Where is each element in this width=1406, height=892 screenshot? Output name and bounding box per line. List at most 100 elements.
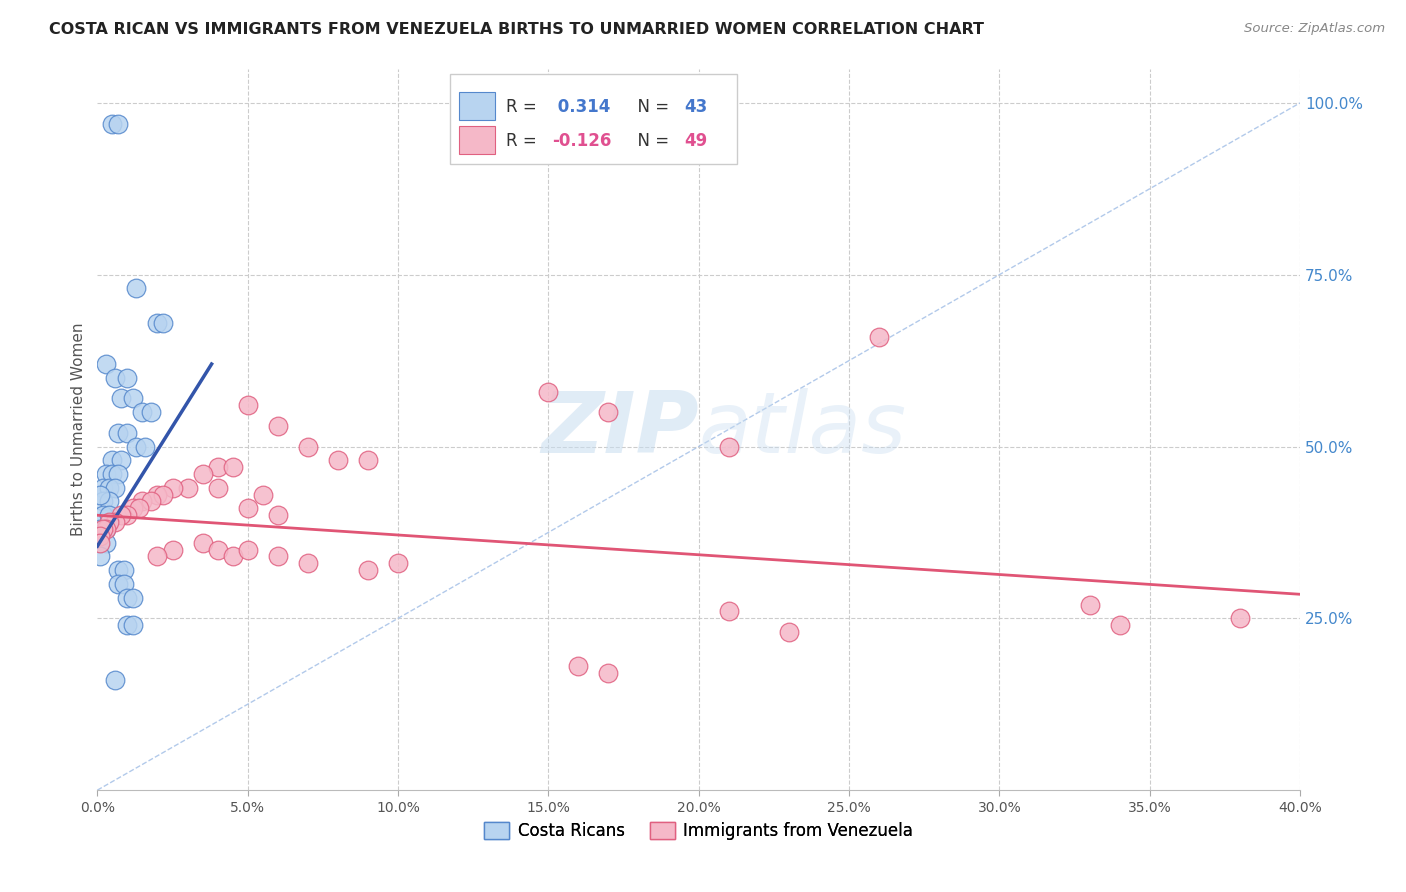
Text: N =: N =: [627, 132, 673, 150]
Point: [101, 453, 124, 467]
Point: [717, 440, 740, 454]
Point: [191, 535, 214, 549]
Point: [191, 467, 214, 481]
Point: [1108, 618, 1130, 632]
Point: [326, 453, 349, 467]
Text: -0.126: -0.126: [553, 132, 612, 150]
Point: [134, 440, 156, 454]
Point: [207, 542, 229, 557]
Point: [357, 563, 380, 577]
Point: [128, 501, 150, 516]
Text: R =: R =: [506, 132, 543, 150]
Point: [717, 604, 740, 618]
Point: [122, 618, 145, 632]
Point: [96, 522, 118, 536]
Point: [96, 535, 118, 549]
Point: [117, 618, 139, 632]
FancyBboxPatch shape: [460, 92, 495, 120]
Point: [141, 405, 163, 419]
Point: [93, 508, 115, 523]
Point: [110, 392, 132, 406]
Point: [267, 418, 290, 433]
Point: [236, 398, 259, 412]
Point: [96, 522, 118, 536]
Point: [537, 384, 560, 399]
Point: [107, 425, 129, 440]
Point: [1229, 611, 1251, 625]
Point: [141, 494, 163, 508]
Point: [104, 481, 127, 495]
Point: [98, 515, 121, 529]
Point: [117, 508, 139, 523]
Text: R =: R =: [506, 98, 543, 116]
Point: [122, 591, 145, 605]
Point: [93, 494, 115, 508]
Point: [89, 549, 111, 564]
Point: [125, 440, 148, 454]
Point: [207, 481, 229, 495]
Point: [1078, 598, 1101, 612]
Point: [267, 508, 290, 523]
Text: atlas: atlas: [699, 388, 907, 471]
Point: [104, 515, 127, 529]
Text: COSTA RICAN VS IMMIGRANTS FROM VENEZUELA BIRTHS TO UNMARRIED WOMEN CORRELATION C: COSTA RICAN VS IMMIGRANTS FROM VENEZUELA…: [49, 22, 984, 37]
Point: [89, 488, 111, 502]
Text: N =: N =: [627, 98, 673, 116]
Point: [146, 316, 169, 330]
Text: 49: 49: [685, 132, 707, 150]
Point: [297, 440, 319, 454]
Point: [89, 522, 111, 536]
Point: [152, 488, 174, 502]
Point: [96, 357, 118, 371]
Point: [357, 453, 380, 467]
Point: [267, 549, 290, 564]
Point: [252, 488, 274, 502]
Text: ZIP: ZIP: [541, 388, 699, 471]
Point: [152, 316, 174, 330]
Point: [101, 467, 124, 481]
Point: [98, 481, 121, 495]
Point: [117, 425, 139, 440]
Point: [107, 467, 129, 481]
Point: [112, 577, 135, 591]
Point: [96, 467, 118, 481]
Point: [93, 522, 115, 536]
Point: [107, 577, 129, 591]
Point: [387, 557, 409, 571]
Point: [598, 666, 620, 681]
Point: [93, 481, 115, 495]
Point: [868, 329, 890, 343]
Point: [146, 549, 169, 564]
Point: [110, 453, 132, 467]
Point: [112, 563, 135, 577]
Point: [89, 535, 111, 549]
Point: [297, 557, 319, 571]
Point: [162, 542, 184, 557]
Point: [125, 281, 148, 295]
Point: [146, 488, 169, 502]
Point: [236, 542, 259, 557]
Point: [117, 371, 139, 385]
Y-axis label: Births to Unmarried Women: Births to Unmarried Women: [72, 323, 86, 536]
Point: [89, 535, 111, 549]
Point: [101, 116, 124, 130]
Point: [221, 549, 243, 564]
Point: [107, 116, 129, 130]
Point: [98, 494, 121, 508]
Point: [131, 494, 153, 508]
Point: [162, 481, 184, 495]
Point: [98, 508, 121, 523]
Point: [567, 659, 589, 673]
Point: [89, 529, 111, 543]
Text: 0.314: 0.314: [553, 98, 610, 116]
FancyBboxPatch shape: [460, 126, 495, 154]
Point: [131, 405, 153, 419]
Point: [122, 501, 145, 516]
Point: [104, 673, 127, 688]
Point: [598, 405, 620, 419]
Point: [778, 625, 800, 640]
Point: [104, 371, 127, 385]
Point: [117, 591, 139, 605]
Point: [107, 563, 129, 577]
Point: [110, 508, 132, 523]
